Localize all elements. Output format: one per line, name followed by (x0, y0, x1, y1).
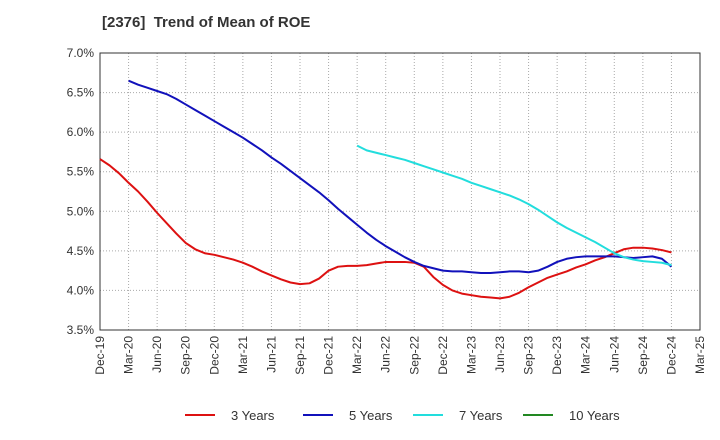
plot-frame (99, 52, 701, 331)
y-tick-label: 4.0% (67, 283, 95, 297)
x-tick-label: Sep-23 (522, 336, 536, 375)
y-tick-label: 6.0% (67, 125, 95, 139)
series-layer (99, 79, 673, 300)
series-line-7-years (356, 144, 672, 267)
series-line-3-years (99, 158, 672, 300)
series-line-5-years (128, 79, 673, 275)
grid-layer (99, 52, 701, 331)
legend-swatch (523, 414, 553, 416)
legend-item: 10 Years (523, 404, 620, 426)
plot-border (99, 52, 701, 331)
legend: 3 Years 5 Years 7 Years 10 Years (0, 404, 720, 426)
legend-swatch (303, 414, 333, 416)
legend-label: 5 Years (349, 407, 393, 423)
y-tick-label: 5.5% (67, 165, 95, 179)
x-tick-label: Dec-24 (664, 336, 678, 375)
legend-swatch (413, 414, 443, 416)
x-tick-label: Jun-20 (150, 336, 164, 373)
y-tick-label: 3.5% (67, 323, 95, 337)
x-tick-label: Dec-23 (550, 336, 564, 375)
legend-label: 7 Years (459, 407, 503, 423)
chart-title: [2376] Trend of Mean of ROE (102, 14, 311, 31)
x-tick-label: Mar-23 (464, 336, 478, 374)
x-tick-label: Dec-21 (322, 336, 336, 375)
legend-swatch (185, 414, 215, 416)
legend-label: 10 Years (569, 407, 620, 423)
y-tick-label: 4.5% (67, 244, 95, 258)
y-tick-label: 5.0% (67, 204, 95, 218)
x-tick-label: Sep-21 (293, 336, 307, 375)
x-tick-label: Jun-21 (264, 336, 278, 373)
x-tick-label: Jun-24 (607, 336, 621, 373)
x-tick-label: Dec-19 (93, 336, 107, 375)
x-tick-label: Sep-20 (179, 336, 193, 375)
legend-item: 7 Years (413, 404, 502, 426)
x-tick-label: Mar-24 (579, 336, 593, 374)
x-tick-label: Dec-20 (207, 336, 221, 375)
x-tick-label: Mar-21 (236, 336, 250, 374)
x-tick-label: Jun-23 (493, 336, 507, 373)
x-tick-label: Mar-22 (350, 336, 364, 374)
y-axis-ticks: 7.0% 6.5% 6.0% 5.5% 5.0% 4.5% 4.0% 3.5% (67, 46, 95, 337)
x-tick-label: Mar-20 (122, 336, 136, 374)
x-tick-label: Sep-24 (636, 336, 650, 375)
x-tick-label: Mar-25 (693, 336, 707, 374)
y-tick-label: 6.5% (67, 86, 95, 100)
x-axis-ticks: Dec-19 Mar-20 Jun-20 Sep-20 Dec-20 Mar-21 Jun-… (93, 336, 707, 375)
legend-item: 3 Years (185, 404, 274, 426)
y-tick-label: 7.0% (67, 46, 95, 60)
x-tick-label: Sep-22 (407, 336, 421, 375)
x-tick-label: Jun-22 (379, 336, 393, 373)
legend-label: 3 Years (231, 407, 275, 423)
legend-item: 5 Years (303, 404, 392, 426)
x-tick-label: Dec-22 (436, 336, 450, 375)
